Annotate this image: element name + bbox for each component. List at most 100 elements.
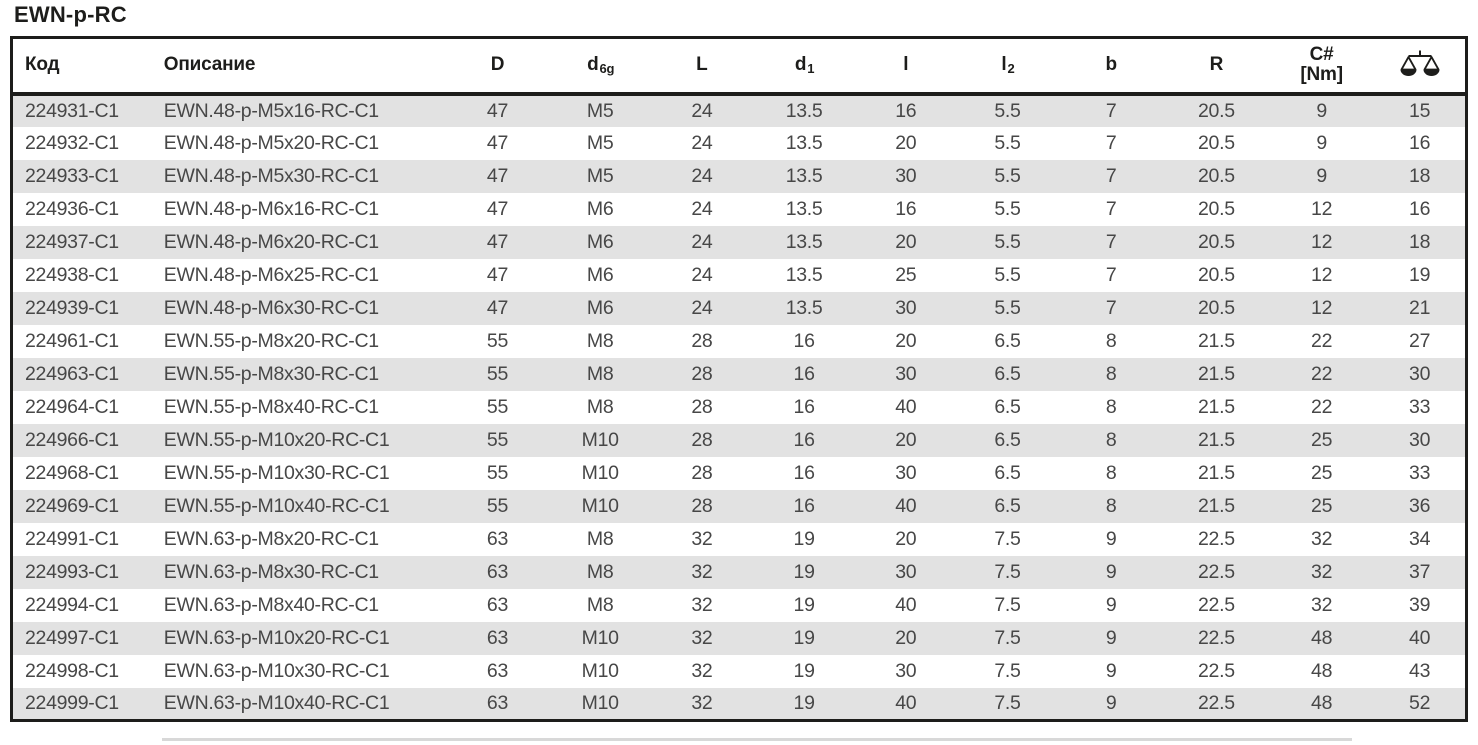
cell-torque: 9 bbox=[1316, 99, 1327, 122]
cell-code: 224936-C1 bbox=[25, 197, 119, 220]
cell-d6g: M5 bbox=[586, 131, 614, 154]
cell-l2: 7.5 bbox=[994, 691, 1021, 714]
cell-weight: 39 bbox=[1409, 593, 1431, 616]
cell-l: 30 bbox=[895, 296, 917, 319]
cell-D: 47 bbox=[486, 197, 509, 220]
column-header-L: L bbox=[650, 37, 753, 96]
cell-R: 22.5 bbox=[1198, 691, 1235, 714]
cell-b: 7 bbox=[1105, 99, 1117, 122]
cell-R: 22.5 bbox=[1198, 659, 1235, 682]
cell-l2: 7.5 bbox=[994, 659, 1021, 682]
cell-torque: 48 bbox=[1311, 691, 1333, 714]
cell-l: 20 bbox=[895, 230, 917, 253]
cell-l2: 6.5 bbox=[994, 461, 1021, 484]
cell-D: 47 bbox=[486, 131, 509, 154]
cell-weight: 21 bbox=[1409, 296, 1431, 319]
cell-description: EWN.63-p-M8x40-RC-C1 bbox=[163, 593, 379, 616]
table-row: 224997-C1 EWN.63-p-M10x20-RC-C1 63 M10 32 19 2… bbox=[11, 621, 1467, 655]
column-header-l2: l2 bbox=[956, 37, 1059, 96]
cell-description: EWN.48-p-M6x25-RC-C1 bbox=[163, 263, 379, 286]
table-row: 224932-C1 EWN.48-p-M5x20-RC-C1 47 M5 24 13.5 2… bbox=[11, 126, 1467, 160]
cell-code: 224994-C1 bbox=[25, 593, 119, 616]
cell-b: 9 bbox=[1105, 659, 1117, 682]
cell-d1: 16 bbox=[793, 494, 815, 517]
cell-description: EWN.55-p-M8x40-RC-C1 bbox=[163, 395, 379, 418]
cell-l: 20 bbox=[895, 131, 917, 154]
cell-torque: 25 bbox=[1311, 461, 1333, 484]
cell-L: 28 bbox=[691, 461, 713, 484]
cell-d6g: M8 bbox=[586, 362, 614, 385]
cell-D: 47 bbox=[486, 296, 509, 319]
cell-d1: 19 bbox=[793, 593, 815, 616]
cell-l: 30 bbox=[895, 461, 917, 484]
cell-R: 20.5 bbox=[1198, 99, 1235, 122]
cell-R: 22.5 bbox=[1198, 560, 1235, 583]
cell-weight: 18 bbox=[1409, 164, 1431, 187]
cell-L: 24 bbox=[691, 296, 713, 319]
cell-weight: 18 bbox=[1409, 230, 1431, 253]
cell-description: EWN.48-p-M6x16-RC-C1 bbox=[163, 197, 379, 220]
cell-L: 28 bbox=[691, 362, 713, 385]
cell-R: 21.5 bbox=[1198, 395, 1235, 418]
cell-b: 7 bbox=[1105, 230, 1117, 253]
cell-d6g: M6 bbox=[586, 263, 614, 286]
cell-L: 28 bbox=[691, 428, 713, 451]
cell-D: 55 bbox=[486, 428, 509, 451]
cell-d1: 16 bbox=[793, 461, 815, 484]
cell-b: 7 bbox=[1105, 164, 1117, 187]
cell-weight: 19 bbox=[1409, 263, 1431, 286]
table-row: 224938-C1 EWN.48-p-M6x25-RC-C1 47 M6 24 13.5 2… bbox=[11, 258, 1467, 292]
cell-l2: 5.5 bbox=[994, 296, 1021, 319]
cell-torque: 12 bbox=[1311, 296, 1333, 319]
cell-b: 7 bbox=[1105, 131, 1117, 154]
cell-d1: 19 bbox=[793, 691, 815, 714]
cell-l: 40 bbox=[895, 593, 917, 616]
cell-D: 63 bbox=[486, 560, 509, 583]
cell-D: 63 bbox=[486, 593, 509, 616]
cell-torque: 25 bbox=[1311, 428, 1333, 451]
cell-b: 7 bbox=[1105, 197, 1117, 220]
cell-l: 16 bbox=[895, 99, 917, 122]
table-body: 224931-C1 EWN.48-p-M5x16-RC-C1 47 M5 24 13.5 1… bbox=[11, 93, 1467, 721]
cell-torque: 12 bbox=[1311, 230, 1333, 253]
cell-code: 224937-C1 bbox=[25, 230, 119, 253]
cell-b: 8 bbox=[1105, 428, 1117, 451]
cell-D: 55 bbox=[486, 395, 509, 418]
cell-L: 24 bbox=[691, 230, 713, 253]
cell-b: 8 bbox=[1105, 329, 1117, 352]
cell-R: 22.5 bbox=[1198, 593, 1235, 616]
cell-torque: 22 bbox=[1311, 362, 1333, 385]
cell-L: 24 bbox=[691, 99, 713, 122]
scan-artifact-line bbox=[162, 738, 1352, 741]
cell-R: 20.5 bbox=[1198, 296, 1235, 319]
cell-torque: 9 bbox=[1316, 164, 1327, 187]
cell-R: 21.5 bbox=[1198, 329, 1235, 352]
cell-R: 22.5 bbox=[1198, 527, 1235, 550]
table-row: 224994-C1 EWN.63-p-M8x40-RC-C1 63 M8 32 19 40 7… bbox=[11, 588, 1467, 622]
cell-l2: 5.5 bbox=[994, 131, 1021, 154]
cell-weight: 36 bbox=[1409, 494, 1431, 517]
cell-code: 224968-C1 bbox=[25, 461, 119, 484]
table-row: 224961-C1 EWN.55-p-M8x20-RC-C1 55 M8 28 16 20 6… bbox=[11, 324, 1467, 358]
column-header-l: l bbox=[855, 37, 957, 96]
cell-d1: 13.5 bbox=[785, 230, 823, 253]
cell-description: EWN.48-p-M5x16-RC-C1 bbox=[163, 99, 379, 122]
cell-description: EWN.55-p-M10x30-RC-C1 bbox=[163, 461, 390, 484]
cell-description: EWN.48-p-M6x30-RC-C1 bbox=[163, 296, 379, 319]
table-row: 224969-C1 EWN.55-p-M10x40-RC-C1 55 M10 28 16 4… bbox=[11, 489, 1467, 523]
table-row: 224964-C1 EWN.55-p-M8x40-RC-C1 55 M8 28 16 40 6… bbox=[11, 390, 1467, 424]
cell-l2: 6.5 bbox=[994, 428, 1021, 451]
cell-l: 20 bbox=[895, 329, 917, 352]
column-header-code: Код bbox=[11, 37, 152, 96]
cell-L: 24 bbox=[691, 131, 713, 154]
cell-weight: 16 bbox=[1409, 131, 1431, 154]
cell-l: 30 bbox=[895, 659, 917, 682]
cell-weight: 30 bbox=[1409, 428, 1431, 451]
cell-description: EWN.63-p-M8x20-RC-C1 bbox=[163, 527, 379, 550]
cell-D: 55 bbox=[486, 329, 509, 352]
cell-torque: 12 bbox=[1311, 197, 1333, 220]
cell-d1: 19 bbox=[793, 527, 815, 550]
cell-weight: 30 bbox=[1409, 362, 1431, 385]
cell-code: 224932-C1 bbox=[25, 131, 119, 154]
